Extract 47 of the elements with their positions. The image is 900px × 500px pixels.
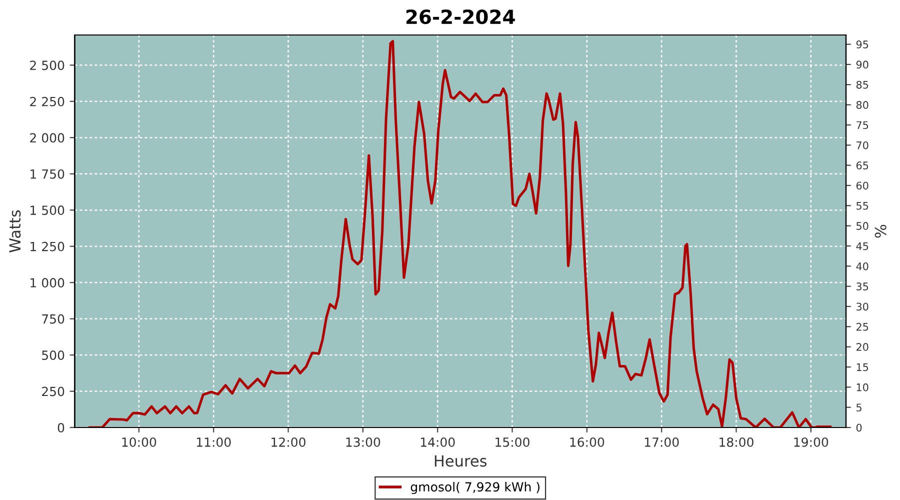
y2-tick-label: 85: [856, 80, 868, 89]
legend-label: gmosol( 7,929 kWh ): [410, 482, 540, 494]
y2-tick-label: 35: [856, 282, 868, 290]
x-tick-label: 19:00: [794, 437, 828, 447]
y2-tick-label: 5: [856, 404, 862, 412]
y2-tick-label: 65: [856, 162, 868, 170]
y2-tick-label: 45: [856, 242, 868, 250]
x-axis-title: Heures: [434, 455, 487, 467]
x-tick-label: 17:00: [644, 437, 679, 447]
y2-tick-label: 0: [856, 424, 862, 432]
y2-tick-label: 55: [856, 202, 868, 210]
y2-axis-title: %: [874, 224, 886, 238]
x-tick-label: 18:00: [720, 437, 754, 447]
chart-title: 26-2-2024: [406, 9, 515, 24]
y2-tick-label: 80: [856, 101, 868, 109]
y2-tick-label: 95: [856, 40, 868, 48]
line-series: [88, 40, 832, 428]
x-tick-label: 16:00: [570, 437, 604, 447]
x-tick-label: 11:00: [196, 437, 231, 447]
y-tick-label: 1 250: [30, 242, 64, 252]
y-tick-label: 0: [58, 422, 64, 432]
y-tick-label: 2 500: [30, 60, 64, 70]
y2-tick-label: 90: [856, 60, 868, 69]
y-tick-label: 1 000: [30, 278, 64, 288]
y-axis-title: Watts: [9, 210, 21, 252]
y-tick-label: 750: [42, 314, 64, 324]
x-tick-label: 10:00: [122, 437, 156, 447]
y-tick-label: 500: [42, 350, 64, 360]
y2-tick-label: 70: [856, 141, 868, 150]
y-tick-label: 1 500: [30, 206, 64, 216]
x-tick-label: 12:00: [272, 437, 306, 447]
y2-tick-label: 60: [856, 182, 868, 190]
y2-tick-label: 75: [856, 121, 868, 130]
y2-tick-label: 25: [856, 322, 868, 331]
y2-tick-label: 40: [856, 262, 868, 270]
y2-tick-label: 50: [856, 222, 868, 230]
y-tick-label: 250: [42, 386, 64, 396]
y2-tick-label: 10: [856, 383, 868, 392]
y2-tick-label: 20: [856, 343, 868, 351]
y-tick-label: 2 000: [30, 133, 64, 143]
y-tick-label: 1 750: [30, 169, 64, 179]
y2-tick-label: 15: [856, 363, 868, 372]
x-tick-label: 14:00: [420, 437, 455, 447]
y2-tick-label: 30: [856, 302, 868, 311]
y-tick-label: 2 250: [30, 96, 64, 106]
x-tick-label: 13:00: [346, 437, 380, 447]
x-tick-label: 15:00: [496, 437, 530, 447]
